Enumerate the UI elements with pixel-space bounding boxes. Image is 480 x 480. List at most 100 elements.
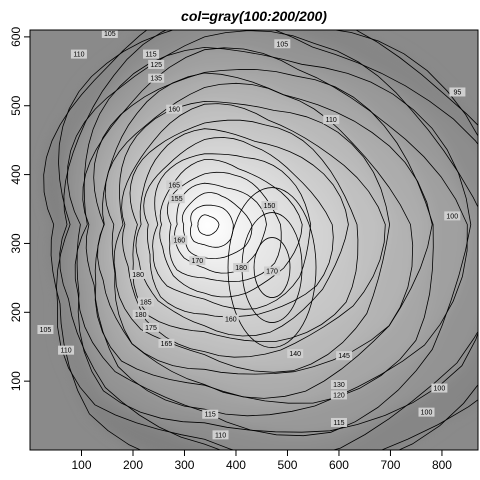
contour-label: 175 (145, 325, 157, 332)
contour-label: 160 (168, 107, 180, 114)
contour-label: 110 (60, 348, 71, 355)
contour-line (135, 128, 349, 337)
x-tick-label: 600 (329, 458, 349, 472)
contour-label-bg (143, 322, 160, 332)
contour-line (197, 214, 220, 236)
x-tick-label: 500 (277, 458, 297, 472)
contour-label-bg (261, 201, 278, 211)
contour-label: 160 (173, 238, 185, 245)
contour-line (67, 30, 478, 433)
contour-line (43, 30, 478, 450)
contour-label-bg (449, 87, 466, 97)
contour-label-bg (148, 73, 165, 83)
contour-line (121, 103, 386, 358)
contour-label-bg (330, 380, 347, 390)
contour-label: 150 (264, 203, 276, 210)
y-axis: 100 200 300 400 500 600 (9, 27, 30, 391)
contour-label-bg (132, 309, 149, 319)
contour-label: 115 (333, 420, 344, 427)
contour-label: 115 (145, 52, 156, 59)
contour-label: 145 (338, 353, 350, 360)
contour-label: 100 (421, 410, 433, 417)
contour-label-bg (70, 49, 87, 59)
y-tick-label: 300 (9, 233, 23, 253)
contour-label-bg (274, 39, 291, 49)
contour-label-bg (143, 49, 160, 59)
contour-line (159, 159, 303, 298)
contour-label-bg (168, 194, 185, 204)
contour-line (74, 46, 472, 437)
x-axis: 100 200 300 400 500 600 700 800 (71, 450, 452, 472)
contour-line (227, 187, 317, 348)
contour-label-bg (171, 235, 188, 245)
x-tick-label: 200 (123, 458, 143, 472)
contour-line (82, 47, 468, 417)
y-tick-label: 500 (9, 95, 23, 115)
contour-label-bg (287, 349, 304, 359)
contour-label: 110 (215, 432, 226, 439)
elevation-band (197, 214, 219, 236)
contour-label-bg (431, 383, 448, 393)
contour-label: 135 (150, 76, 162, 83)
y-tick-label: 400 (9, 164, 23, 184)
contour-line (59, 30, 478, 450)
x-tick-label: 800 (432, 458, 452, 472)
plot-frame (29, 29, 479, 451)
contour-label-bg (130, 269, 147, 279)
contour-label: 95 (454, 89, 462, 96)
contour-line (166, 171, 282, 283)
contour-label: 115 (205, 412, 216, 419)
contour-line (143, 137, 334, 318)
contour-label: 165 (168, 182, 180, 189)
contour-label-bg (202, 409, 219, 419)
contour-label-bg (330, 390, 347, 400)
x-tick-label: 300 (174, 458, 194, 472)
contour-line (104, 82, 414, 375)
contour-label-bg (233, 263, 250, 273)
contour-label-bg (148, 59, 165, 69)
contour-label: 100 (434, 386, 446, 393)
contour-line (152, 153, 312, 310)
contour-label-bg (166, 180, 183, 190)
contour-label: 185 (140, 299, 152, 306)
contour-label-bg (189, 256, 206, 266)
contour-label-bg (264, 266, 281, 276)
contour-label-bg (158, 338, 175, 348)
contour-label-bg (444, 211, 461, 221)
contour-label-bg (336, 351, 353, 361)
elevation-fills (43, 30, 478, 450)
contour-label-bg (101, 30, 118, 38)
contour-label-bg (212, 430, 229, 440)
contour-label: 105 (104, 31, 116, 38)
y-tick-label: 200 (9, 302, 23, 322)
contour-label-bg (37, 325, 54, 335)
plot-area: 105 110 115 125 135 105 95 160 110 165 155 150 160 10… (30, 30, 478, 450)
contour-label-bg (222, 314, 239, 324)
contour-lines (43, 30, 478, 450)
contour-label-bg (323, 115, 340, 125)
contour-label-bg (330, 417, 347, 427)
contour-label: 170 (266, 268, 278, 275)
contour-line (129, 119, 359, 342)
contour-label: 105 (40, 327, 52, 334)
contour-label-bg (58, 345, 75, 355)
contour-label: 155 (171, 196, 183, 203)
contour-label: 180 (235, 265, 247, 272)
contour-label-bg (166, 104, 183, 114)
contour-label: 130 (333, 382, 345, 389)
contour-label: 140 (289, 351, 301, 358)
contour-line (181, 192, 253, 260)
contour-label: 180 (132, 272, 144, 279)
contour-label: 105 (276, 41, 288, 48)
x-tick-label: 400 (226, 458, 246, 472)
contour-label: 180 (135, 312, 147, 319)
contour-label: 110 (326, 117, 337, 124)
chart-title: col=gray(100:200/200) (181, 8, 327, 24)
contour-label-bg (137, 297, 154, 307)
y-tick-label: 100 (9, 371, 23, 391)
contour-line (113, 100, 391, 373)
x-tick-label: 700 (380, 458, 400, 472)
contour-label: 100 (446, 213, 458, 220)
contour-labels: 105 110 115 125 135 105 95 160 110 165 155 150 160 10… (37, 30, 466, 440)
